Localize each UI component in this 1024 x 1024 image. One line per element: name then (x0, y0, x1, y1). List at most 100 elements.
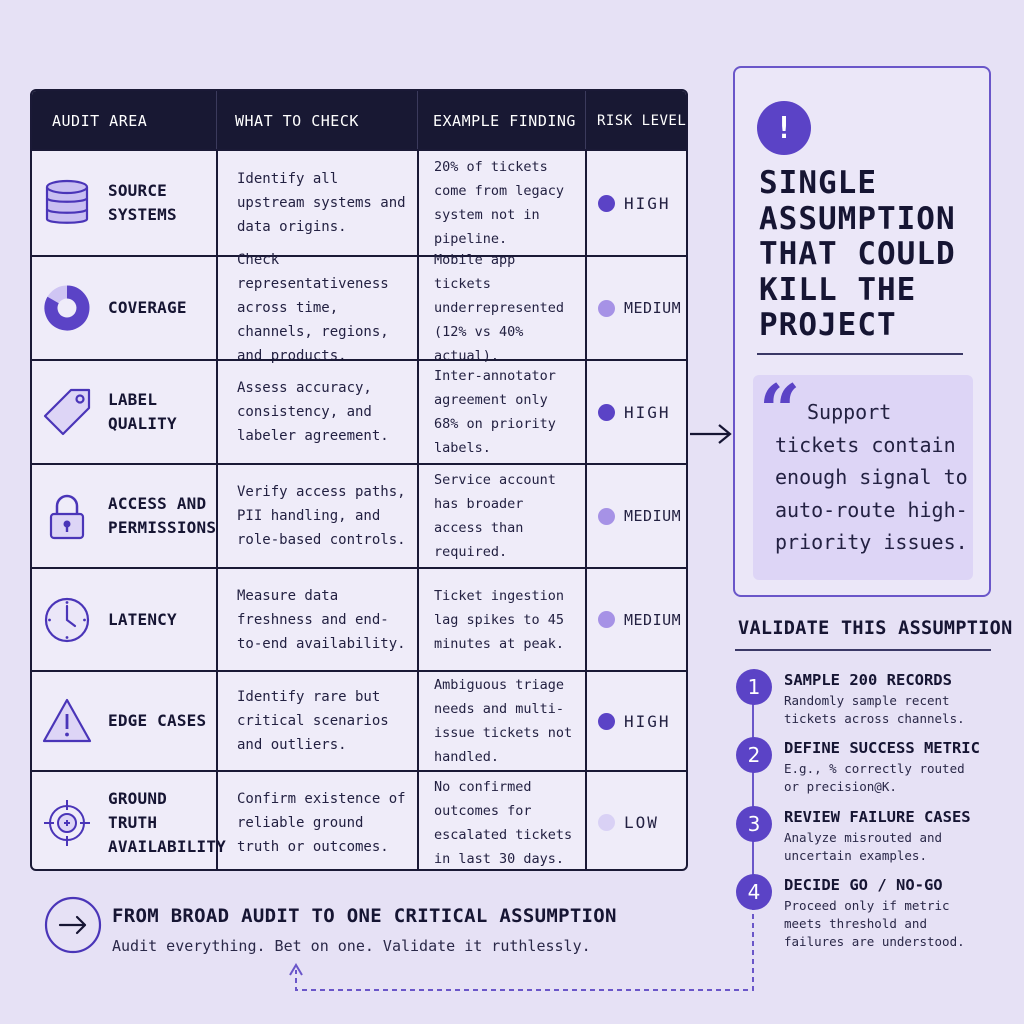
timeline-line (752, 690, 754, 888)
check-text: Identify all upstream systems and data o… (218, 167, 417, 239)
arrow-right-circle-icon (44, 896, 102, 954)
table-row: EDGE CASES Identify rare but critical sc… (32, 670, 686, 770)
header-what-to-check: WHAT TO CHECK (216, 91, 417, 151)
check-text: Assess accuracy, consistency, and labele… (218, 376, 417, 448)
check-cell: Assess accuracy, consistency, and labele… (216, 361, 417, 463)
step-number: 1 (736, 669, 772, 705)
step-number: 2 (736, 737, 772, 773)
area-label: SOURCE SYSTEMS (108, 179, 210, 227)
finding-cell: Mobile app tickets underrepresented (12%… (417, 257, 585, 359)
check-cell: Identify all upstream systems and data o… (216, 151, 417, 255)
quote-text: Support tickets contain enough signal to… (775, 396, 975, 559)
finding-text: Ambiguous triage needs and multi-issue t… (419, 673, 585, 769)
finding-cell: Ambiguous triage needs and multi-issue t… (417, 672, 585, 770)
footer-subtitle: Audit everything. Bet on one. Validate i… (112, 937, 591, 955)
risk-cell: MEDIUM (585, 257, 688, 359)
critical-assumption-card: ! SINGLE ASSUMPTION THAT COULD KILL THE … (733, 66, 991, 597)
risk-cell: LOW (585, 772, 688, 871)
table-row: ACCESS AND PERMISSIONS Verify access pat… (32, 463, 686, 567)
validate-title: VALIDATE THIS ASSUMPTION (738, 618, 1013, 639)
risk-dot (598, 814, 615, 831)
check-cell: Verify access paths, PII handling, and r… (216, 465, 417, 567)
area-label: LABEL QUALITY (108, 388, 210, 436)
audit-area-cell: COVERAGE (32, 257, 216, 359)
check-cell: Measure data freshness and end-to-end av… (216, 569, 417, 670)
header-audit-area: AUDIT AREA (32, 91, 216, 151)
target-icon (41, 797, 93, 849)
alert-icon: ! (757, 101, 811, 155)
check-text: Confirm existence of reliable ground tru… (218, 787, 417, 859)
area-label: LATENCY (108, 608, 210, 632)
audit-area-cell: GROUND TRUTH AVAILABILITY (32, 772, 216, 871)
finding-text: 20% of tickets come from legacy system n… (419, 155, 585, 251)
finding-cell: No confirmed outcomes for escalated tick… (417, 772, 585, 871)
finding-text: Ticket ingestion lag spikes to 45 minute… (419, 584, 585, 656)
step-description: Proceed only if metric meets threshold a… (784, 897, 974, 951)
step-number: 3 (736, 806, 772, 842)
clock-icon (41, 594, 93, 646)
risk-dot (598, 404, 615, 421)
header-example-finding: EXAMPLE FINDING (417, 91, 585, 151)
risk-label: MEDIUM (624, 611, 681, 629)
table-row: LATENCY Measure data freshness and end-t… (32, 567, 686, 670)
check-text: Measure data freshness and end-to-end av… (218, 584, 417, 656)
finding-cell: Ticket ingestion lag spikes to 45 minute… (417, 569, 585, 670)
divider (735, 649, 991, 651)
tag-icon (41, 386, 93, 438)
risk-dot (598, 195, 615, 212)
step-number: 4 (736, 874, 772, 910)
table-row: GROUND TRUTH AVAILABILITY Confirm existe… (32, 770, 686, 871)
finding-text: Inter-annotator agreement only 68% on pr… (419, 364, 585, 460)
table-row: COVERAGE Check representativeness across… (32, 255, 686, 359)
audit-area-cell: SOURCE SYSTEMS (32, 151, 216, 255)
risk-label: LOW (624, 813, 659, 832)
risk-dot (598, 300, 615, 317)
finding-text: Mobile app tickets underrepresented (12%… (419, 248, 585, 368)
risk-dot (598, 508, 615, 525)
step-title: DEFINE SUCCESS METRIC (784, 739, 980, 757)
area-label: EDGE CASES (108, 709, 210, 733)
assumption-quote: “ Support tickets contain enough signal … (753, 375, 973, 580)
audit-area-cell: EDGE CASES (32, 672, 216, 770)
finding-cell: Inter-annotator agreement only 68% on pr… (417, 361, 585, 463)
assumption-title: SINGLE ASSUMPTION THAT COULD KILL THE PR… (759, 166, 969, 344)
area-label: ACCESS AND PERMISSIONS (108, 492, 210, 540)
risk-cell: MEDIUM (585, 465, 688, 567)
step-title: DECIDE GO / NO-GO (784, 876, 943, 894)
audit-area-cell: ACCESS AND PERMISSIONS (32, 465, 216, 567)
step-title: REVIEW FAILURE CASES (784, 808, 971, 826)
risk-cell: HIGH (585, 361, 688, 463)
risk-cell: HIGH (585, 672, 688, 770)
finding-text: Service account has broader access than … (419, 468, 585, 564)
risk-label: MEDIUM (624, 507, 681, 525)
check-cell: Check representativeness across time, ch… (216, 257, 417, 359)
check-text: Identify rare but critical scenarios and… (218, 685, 417, 757)
table-row: SOURCE SYSTEMS Identify all upstream sys… (32, 149, 686, 255)
risk-dot (598, 611, 615, 628)
finding-text: No confirmed outcomes for escalated tick… (419, 775, 585, 871)
donut-chart-icon (41, 282, 93, 334)
footer-title: FROM BROAD AUDIT TO ONE CRITICAL ASSUMPT… (112, 905, 617, 927)
check-cell: Identify rare but critical scenarios and… (216, 672, 417, 770)
risk-label: HIGH (624, 403, 671, 422)
area-label: COVERAGE (108, 296, 210, 320)
step-description: Analyze misrouted and uncertain examples… (784, 829, 974, 865)
finding-cell: 20% of tickets come from legacy system n… (417, 151, 585, 255)
audit-area-cell: LABEL QUALITY (32, 361, 216, 463)
finding-cell: Service account has broader access than … (417, 465, 585, 567)
table-header: AUDIT AREA WHAT TO CHECK EXAMPLE FINDING… (32, 91, 686, 151)
step-description: Randomly sample recent tickets across ch… (784, 692, 974, 728)
check-text: Check representativeness across time, ch… (218, 248, 417, 368)
header-risk-level: RISK LEVEL (585, 91, 688, 151)
audit-area-cell: LATENCY (32, 569, 216, 670)
warning-icon (41, 695, 93, 747)
step-title: SAMPLE 200 RECORDS (784, 671, 952, 689)
risk-dot (598, 713, 615, 730)
audit-table: AUDIT AREA WHAT TO CHECK EXAMPLE FINDING… (30, 89, 688, 871)
risk-label: HIGH (624, 712, 671, 731)
divider (757, 353, 963, 355)
risk-label: MEDIUM (624, 299, 681, 317)
check-cell: Confirm existence of reliable ground tru… (216, 772, 417, 871)
risk-cell: HIGH (585, 151, 688, 255)
area-label: GROUND TRUTH AVAILABILITY (108, 787, 210, 859)
